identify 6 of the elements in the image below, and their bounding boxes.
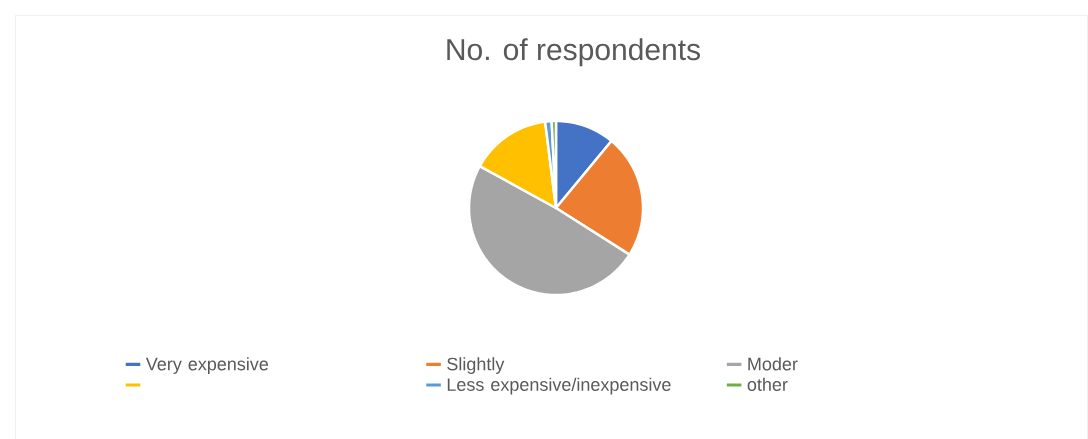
- legend-label: other: [747, 377, 788, 391]
- legend-label: Very expensive: [145, 357, 269, 374]
- legend-label: Slightly: [447, 357, 505, 374]
- legend-label: Moder: [748, 357, 798, 371]
- chart-title: No. of respondents: [447, 38, 700, 67]
- legend-label: Less expensive/inexpensive: [447, 377, 671, 395]
